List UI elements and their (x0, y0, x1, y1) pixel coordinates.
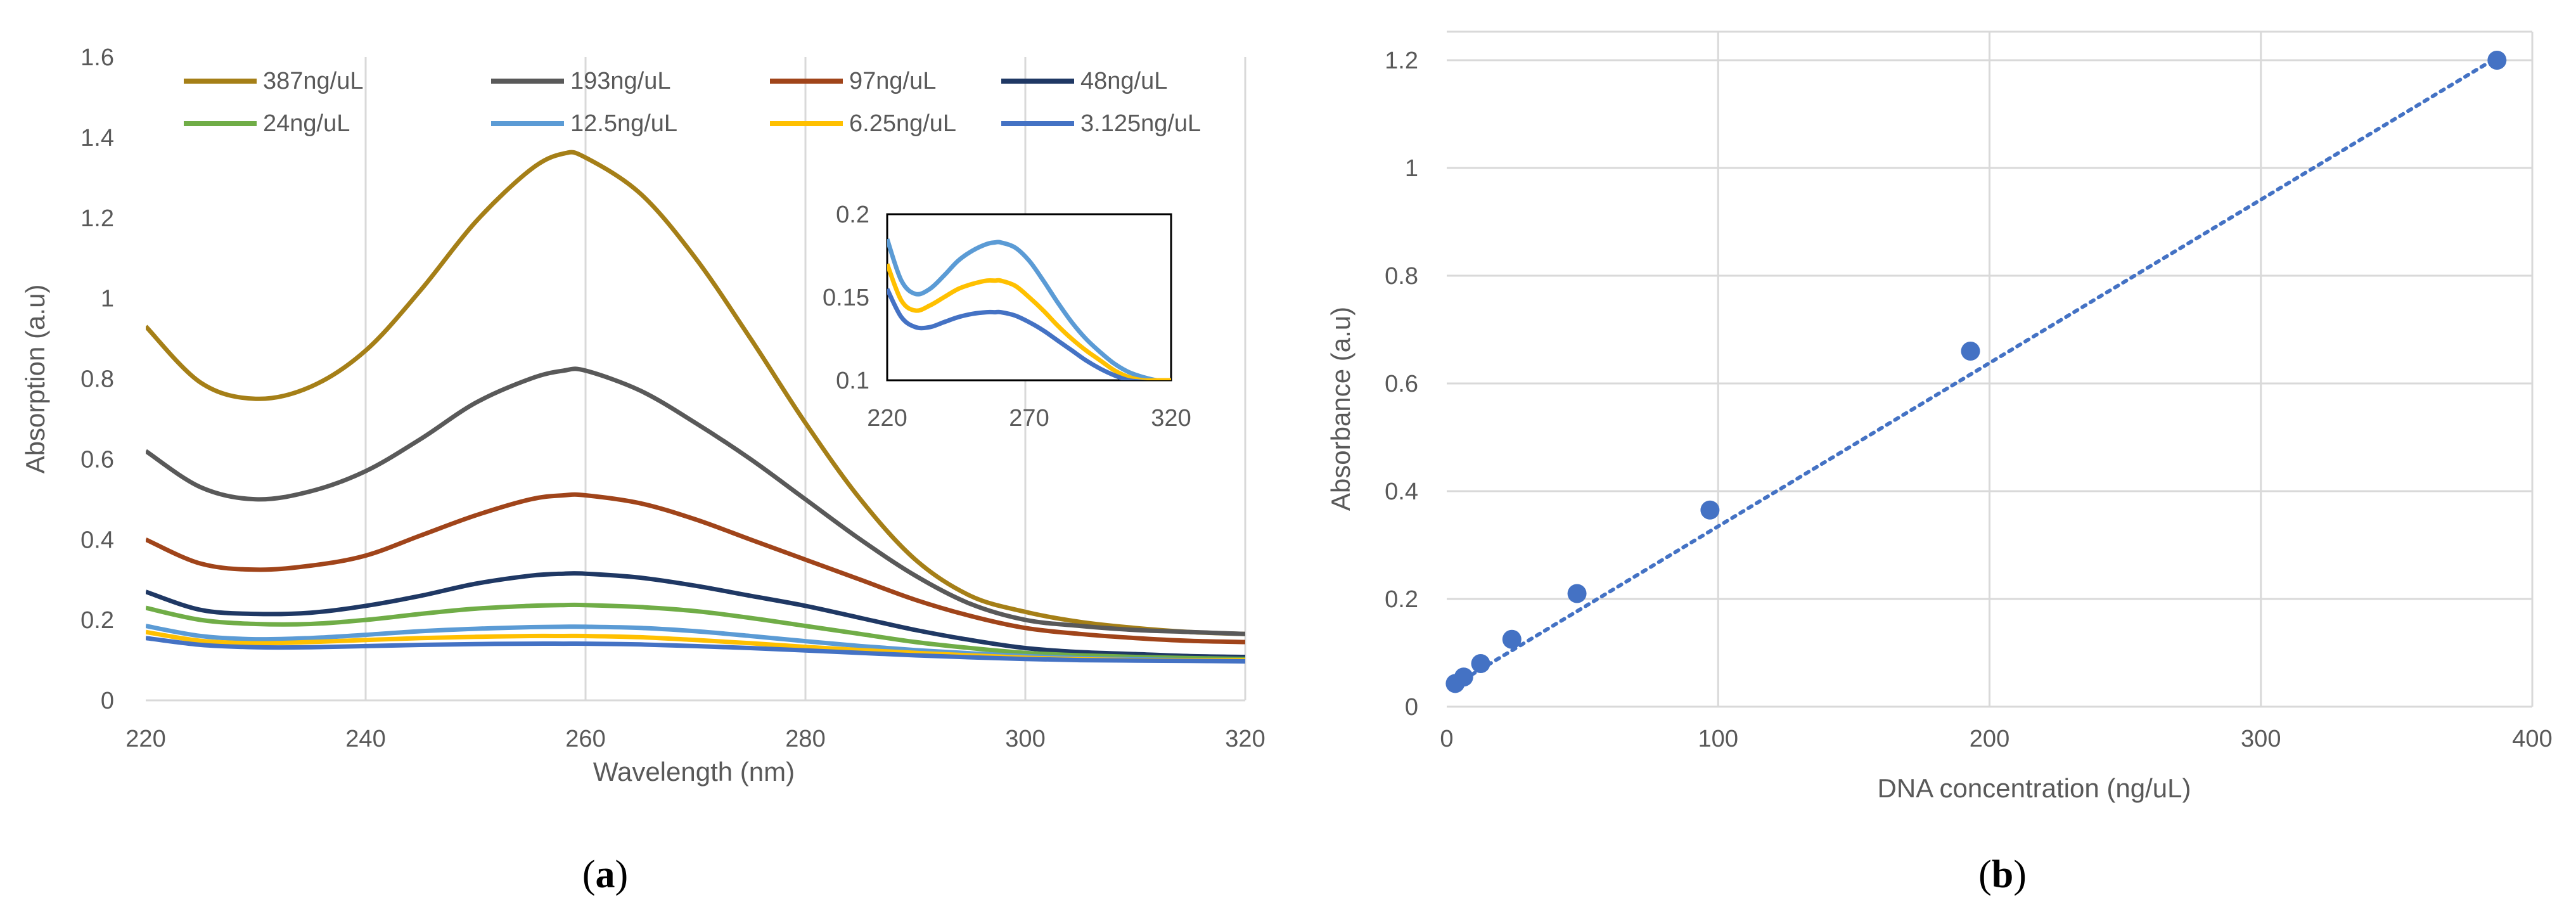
panel-a-x-axis-title: Wavelength (nm) (593, 757, 795, 787)
legend-label-6-25ng-ul: 6.25ng/uL (849, 110, 956, 137)
series-line-97ng-ul (146, 492, 1245, 645)
legend-label-12-5ng-ul: 12.5ng/uL (570, 110, 677, 137)
panel-b-y-axis-title: Absorbance (a.u) (1326, 307, 1355, 511)
panel-a-y-tick-label: 1.4 (80, 125, 114, 151)
panel-b-y-tick-label: 0.4 (1385, 479, 1418, 505)
panel-a-x-tick-label: 240 (345, 726, 385, 752)
panel-a-gridlines (364, 57, 1246, 700)
legend-label-193ng-ul: 193ng/uL (570, 68, 671, 94)
panel-b-y-tick-label: 0 (1405, 694, 1418, 721)
panel-b-y-tick-label: 0.8 (1385, 263, 1418, 290)
panel-a-x-tick-label: 300 (1005, 726, 1045, 752)
panel-b-y-tick-label: 0.2 (1385, 586, 1418, 613)
inset-y-tick-label: 0.15 (823, 285, 869, 311)
scatter-point (1454, 667, 1473, 687)
panel-a-x-tick-label: 320 (1225, 726, 1265, 752)
panel-a-x-tick-label: 220 (125, 726, 165, 752)
panel-a-legend: 387ng/uL 193ng/uL 97ng/uL 48ng/uL 24ng/uL 12.… (184, 68, 1201, 137)
panel-b-points-group (1445, 51, 2507, 693)
series-line-193ng-ul (146, 366, 1245, 636)
panel-b-y-tick-label: 0.6 (1385, 371, 1418, 397)
inset-series-line-12-5ng-ul (887, 238, 1171, 380)
legend-label-97ng-ul: 97ng/uL (849, 68, 936, 94)
panel-b-y-tick-labels: 0 0.2 0.4 0.6 0.8 1 1.2 (1385, 48, 1418, 721)
inset-y-tick-labels: 0.1 0.15 0.2 (823, 202, 869, 394)
panel-a-y-tick-label: 1 (101, 286, 114, 312)
legend-label-3-125ng-ul: 3.125ng/uL (1080, 110, 1201, 137)
panel-b-trendline-group (1453, 55, 2499, 687)
series-line-24ng-ul (146, 602, 1245, 662)
scatter-point (1471, 654, 1490, 673)
panel-b-y-tick-label: 1.2 (1385, 48, 1418, 74)
panel-a-x-tick-label: 260 (565, 726, 605, 752)
panel-a-y-tick-label: 0.8 (80, 366, 114, 393)
legend-label-387ng-ul: 387ng/uL (263, 68, 364, 94)
scatter-point (1502, 629, 1522, 649)
panel-a-letter: a (596, 853, 615, 896)
inset-y-tick-label: 0.2 (836, 202, 869, 228)
panel-b-trendline (1453, 55, 2499, 687)
inset-series-group (887, 238, 1171, 380)
inset-series-line-6-25ng-ul (887, 263, 1171, 380)
panel-b-label: (b) (1978, 853, 2027, 896)
legend-label-24ng-ul: 24ng/uL (263, 110, 350, 137)
panel-a-x-tick-label: 280 (785, 726, 825, 752)
series-line-48ng-ul (146, 571, 1245, 659)
panel-b-x-tick-label: 400 (2512, 726, 2552, 752)
scatter-point (1700, 500, 1720, 520)
panel-b-x-tick-label: 200 (1970, 726, 2009, 752)
inset-x-tick-label: 320 (1151, 405, 1191, 432)
inset-y-tick-label: 0.1 (836, 368, 869, 394)
panel-b-x-tick-label: 100 (1698, 726, 1738, 752)
scatter-point (1961, 342, 1980, 361)
panel-a-x-tick-labels: 220 240 260 280 300 320 (125, 726, 1265, 752)
panel-a-inset: 0.1 0.15 0.2 220 270 320 (823, 202, 1191, 432)
scatter-point (2487, 51, 2507, 70)
panel-a-y-tick-label: 0 (101, 688, 114, 714)
panel-a-y-tick-label: 0.4 (80, 527, 114, 553)
panel-b-x-tick-label: 0 (1440, 726, 1453, 752)
inset-series-line-3-125ng-ul (887, 288, 1148, 380)
panel-a-chart: 0 0.2 0.4 0.6 0.8 1 1.2 1.4 1.6 220 240 260 280 300 3… (20, 44, 1266, 896)
panel-a-y-axis-title: Absorption (a.u) (20, 285, 50, 474)
inset-x-tick-labels: 220 270 320 (867, 405, 1191, 432)
panel-b-x-axis-title: DNA concentration (ng/uL) (1878, 773, 2191, 803)
panel-a-y-tick-label: 0.2 (80, 607, 114, 634)
panel-a-label: (a) (582, 853, 628, 896)
panel-a-y-tick-label: 1.2 (80, 205, 114, 232)
panel-a-y-tick-label: 1.6 (80, 44, 114, 71)
panel-b-y-tick-label: 1 (1405, 155, 1418, 182)
legend-label-48ng-ul: 48ng/uL (1080, 68, 1167, 94)
panel-a-series-group (146, 150, 1245, 664)
inset-x-tick-label: 270 (1009, 405, 1049, 432)
panel-a-y-tick-labels: 0 0.2 0.4 0.6 0.8 1 1.2 1.4 1.6 (80, 44, 114, 714)
scatter-point (1567, 584, 1587, 603)
panel-b-x-tick-labels: 0 100 200 300 400 (1440, 726, 2552, 752)
panel-b-letter: b (1992, 853, 2013, 896)
inset-x-tick-label: 220 (867, 405, 907, 432)
panel-b-gridlines (1447, 30, 2534, 707)
series-line-387ng-ul (146, 150, 1245, 636)
panel-b-x-tick-label: 300 (2241, 726, 2281, 752)
panel-b-chart: 0 0.2 0.4 0.6 0.8 1 1.2 0 100 200 300 400 DNA conc… (1326, 30, 2553, 896)
panel-a-y-tick-label: 0.6 (80, 446, 114, 473)
series-line-3-125ng-ul (146, 636, 1245, 664)
